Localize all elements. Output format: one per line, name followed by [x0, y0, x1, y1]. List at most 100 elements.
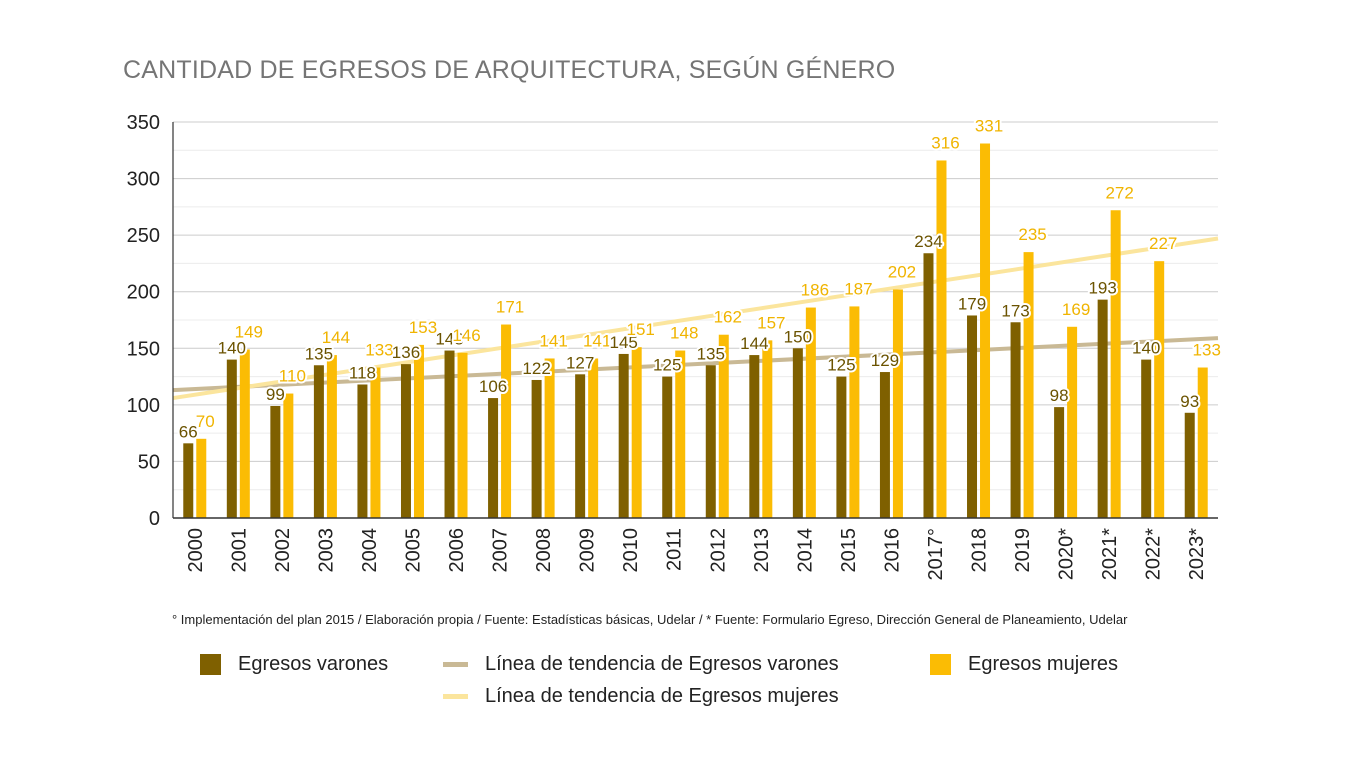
x-tick-label: 2021* — [1099, 528, 1121, 580]
bar-varones[interactable] — [879, 372, 890, 518]
data-label-mujeres: 169 — [1062, 300, 1090, 319]
x-tick-label: 2016 — [881, 528, 903, 573]
bar-varones[interactable] — [749, 355, 760, 518]
x-tick-label: 2002 — [272, 528, 294, 573]
x-tick-label: 2012 — [707, 528, 729, 573]
bar-mujeres[interactable] — [631, 347, 642, 518]
bar-mujeres[interactable] — [370, 367, 381, 518]
y-tick-label: 50 — [138, 451, 160, 473]
legend-line-trend-mujeres — [443, 694, 468, 699]
axes: 0 50 100 150 200 250 300 350 2000 2001 2002 2003 200… — [127, 112, 1218, 581]
x-tick-label: 2008 — [533, 528, 555, 573]
data-label-mujeres: 144 — [322, 328, 350, 347]
bar-varones[interactable] — [183, 443, 194, 518]
x-tick-label: 2003 — [315, 528, 337, 573]
data-label-varones: 129 — [871, 351, 899, 370]
chart-title: CANTIDAD DE EGRESOS DE ARQUITECTURA, SEG… — [123, 56, 896, 84]
data-label-varones: 145 — [610, 333, 638, 352]
x-tick-label: 2006 — [446, 528, 468, 573]
y-tick-label: 350 — [127, 112, 160, 134]
data-label-varones: 125 — [653, 356, 681, 375]
x-tick-label: 2001 — [228, 528, 250, 573]
x-tick-label: 2015 — [838, 528, 860, 573]
bar-mujeres[interactable] — [936, 160, 947, 518]
legend-label-trend-mujeres: Línea de tendencia de Egresos mujeres — [485, 685, 839, 707]
bar-mujeres[interactable] — [805, 307, 816, 518]
bar-varones[interactable] — [531, 379, 542, 518]
y-tick-label: 300 — [127, 169, 160, 191]
bar-varones[interactable] — [705, 365, 716, 518]
y-tick-label: 100 — [127, 395, 160, 417]
trendline-mujeres — [172, 236, 1219, 401]
data-label-varones: 148 — [435, 330, 463, 349]
bar-varones[interactable] — [1010, 322, 1021, 518]
legend-item-mujeres[interactable]: Egresos mujeres — [930, 653, 1118, 676]
bar-mujeres[interactable] — [1110, 210, 1121, 518]
bar-mujeres[interactable] — [762, 340, 773, 518]
data-label-mujeres: 110 — [279, 367, 306, 386]
data-label-mujeres: 235 — [1018, 225, 1046, 244]
bar-mujeres[interactable] — [1067, 326, 1078, 518]
bar-varones[interactable] — [618, 353, 629, 518]
data-label-varones: 136 — [392, 343, 420, 362]
bar-mujeres[interactable] — [1154, 261, 1165, 518]
bar-mujeres[interactable] — [196, 438, 207, 518]
bar-mujeres[interactable] — [413, 344, 424, 518]
x-tick-label: 2018 — [969, 528, 991, 573]
bar-varones[interactable] — [444, 350, 455, 518]
bar-varones[interactable] — [1141, 359, 1152, 518]
x-tick-label: 2010 — [620, 528, 642, 573]
bar-varones[interactable] — [1097, 299, 1108, 518]
legend-item-trend-mujeres[interactable]: Línea de tendencia de Egresos mujeres — [443, 685, 839, 708]
legend-item-trend-varones[interactable]: Línea de tendencia de Egresos varones — [443, 653, 839, 676]
trendline-varones — [172, 336, 1219, 393]
bar-mujeres[interactable] — [980, 143, 991, 519]
y-tick-label: 250 — [127, 225, 160, 247]
bar-varones[interactable] — [792, 348, 803, 518]
bar-varones[interactable] — [226, 359, 237, 518]
data-label-mujeres: 148 — [670, 324, 698, 343]
data-label-mujeres: 146 — [452, 326, 480, 345]
x-tick-label: 2013 — [751, 528, 773, 573]
legend-line-trend-varones — [443, 662, 468, 667]
data-label-varones: 179 — [958, 294, 986, 313]
bar-mujeres[interactable] — [239, 349, 250, 518]
bar-mujeres[interactable] — [1197, 367, 1208, 518]
bar-mujeres[interactable] — [283, 393, 294, 518]
data-label-mujeres: 227 — [1149, 234, 1177, 253]
trendlines — [172, 236, 1219, 401]
bar-varones[interactable] — [313, 365, 324, 518]
data-label-varones: 135 — [305, 344, 333, 363]
bar-mujeres[interactable] — [544, 358, 555, 518]
bar-varones[interactable] — [1184, 412, 1195, 518]
legend-item-varones[interactable]: Egresos varones — [200, 653, 388, 676]
bar-varones[interactable] — [488, 398, 499, 518]
data-label-varones: 144 — [740, 334, 768, 353]
legend-label-mujeres: Egresos mujeres — [968, 653, 1119, 675]
data-label-mujeres: 272 — [1105, 183, 1133, 202]
bar-mujeres[interactable] — [588, 358, 599, 518]
bar-mujeres[interactable] — [501, 324, 512, 518]
bar-mujeres[interactable] — [718, 334, 729, 518]
bar-varones[interactable] — [575, 374, 586, 518]
bar-mujeres[interactable] — [849, 306, 860, 518]
bars — [183, 143, 1208, 519]
data-label-varones: 118 — [349, 363, 376, 382]
bar-varones[interactable] — [662, 376, 673, 518]
bar-mujeres[interactable] — [1023, 252, 1034, 518]
bar-varones[interactable] — [967, 315, 978, 518]
x-tick-label: 2020* — [1056, 528, 1078, 580]
bar-varones[interactable] — [270, 405, 281, 518]
data-label-mujeres: 316 — [931, 133, 959, 152]
bar-mujeres[interactable] — [326, 355, 337, 518]
data-label-mujeres: 187 — [844, 279, 872, 298]
bar-varones[interactable] — [1054, 407, 1065, 518]
bar-varones[interactable] — [923, 253, 934, 518]
bar-mujeres[interactable] — [675, 350, 686, 518]
bar-mujeres[interactable] — [457, 352, 468, 518]
data-label-varones: 98 — [1050, 386, 1069, 405]
bar-varones[interactable] — [400, 364, 411, 518]
bar-varones[interactable] — [836, 376, 847, 518]
bar-varones[interactable] — [357, 384, 368, 518]
bar-mujeres[interactable] — [892, 289, 903, 518]
